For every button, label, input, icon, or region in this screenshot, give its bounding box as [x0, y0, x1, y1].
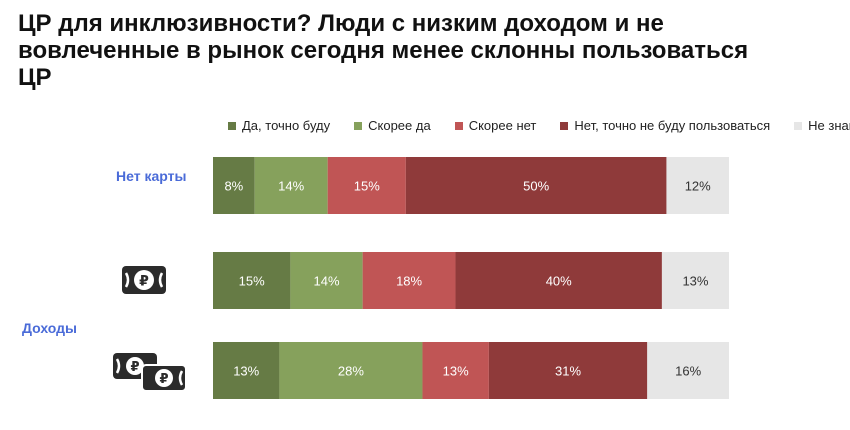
- legend-label: Скорее нет: [468, 118, 537, 133]
- bar-segment: [488, 342, 648, 399]
- bar-segment: [455, 252, 662, 309]
- bar-segment: [666, 157, 729, 214]
- legend-item-yes-definitely: Да, точно буду: [228, 118, 330, 133]
- legend-swatch: [454, 121, 463, 130]
- legend-label: Не знаю: [808, 118, 850, 133]
- data-label: 15%: [354, 179, 380, 194]
- bar-segment: [213, 342, 280, 399]
- data-label: 12%: [685, 179, 711, 194]
- data-label: 13%: [233, 364, 259, 379]
- row-label-no-card: Нет карты: [116, 168, 187, 184]
- data-label: 50%: [523, 179, 549, 194]
- chart-title: ЦР для инклюзивности? Люди с низким дохо…: [18, 10, 749, 91]
- legend-item-rather-yes: Скорее да: [354, 118, 431, 133]
- bar-segment: [290, 252, 363, 309]
- legend: Да, точно буду Скорее да Скорее нет Нет,…: [228, 118, 850, 133]
- data-label: 18%: [396, 274, 422, 289]
- legend-label: Скорее да: [368, 118, 431, 133]
- legend-item-rather-no: Скорее нет: [454, 118, 537, 133]
- svg-text:₽: ₽: [139, 274, 149, 290]
- bar-segment: [405, 157, 667, 214]
- data-label: 14%: [278, 179, 304, 194]
- bar-segment: [362, 252, 456, 309]
- legend-item-dont-know: Не знаю: [794, 118, 850, 133]
- data-label: 40%: [546, 274, 572, 289]
- data-label: 13%: [443, 364, 469, 379]
- data-label: 14%: [314, 274, 340, 289]
- bar-segment: [213, 252, 291, 309]
- ruble-banknote-icon: ₽: [122, 266, 166, 294]
- data-label: 13%: [682, 274, 708, 289]
- legend-swatch: [228, 121, 236, 130]
- legend-label: Нет, точно не буду пользоваться: [574, 118, 771, 133]
- bar-segment: [279, 342, 423, 399]
- legend-label: Да, точно буду: [242, 118, 331, 133]
- two-ruble-banknotes-icon: ₽ ₽: [113, 353, 187, 392]
- data-label: 15%: [239, 274, 265, 289]
- legend-swatch: [560, 121, 569, 130]
- bar-segment: [254, 157, 328, 214]
- svg-text:₽: ₽: [159, 372, 168, 387]
- row-label-income: Доходы: [22, 320, 77, 336]
- bar-segment: [661, 252, 729, 309]
- data-label: 28%: [338, 364, 364, 379]
- legend-item-no-definitely: Нет, точно не буду пользоваться: [560, 118, 770, 133]
- legend-swatch: [794, 121, 803, 130]
- data-label: 31%: [555, 364, 581, 379]
- data-label: 8%: [224, 179, 243, 194]
- bar-segment: [647, 342, 729, 399]
- bar-segment: [422, 342, 489, 399]
- legend-swatch: [354, 121, 363, 130]
- bar-segment: [213, 157, 255, 214]
- svg-text:₽: ₽: [130, 360, 139, 375]
- bar-segment: [327, 157, 406, 214]
- data-label: 16%: [675, 364, 701, 379]
